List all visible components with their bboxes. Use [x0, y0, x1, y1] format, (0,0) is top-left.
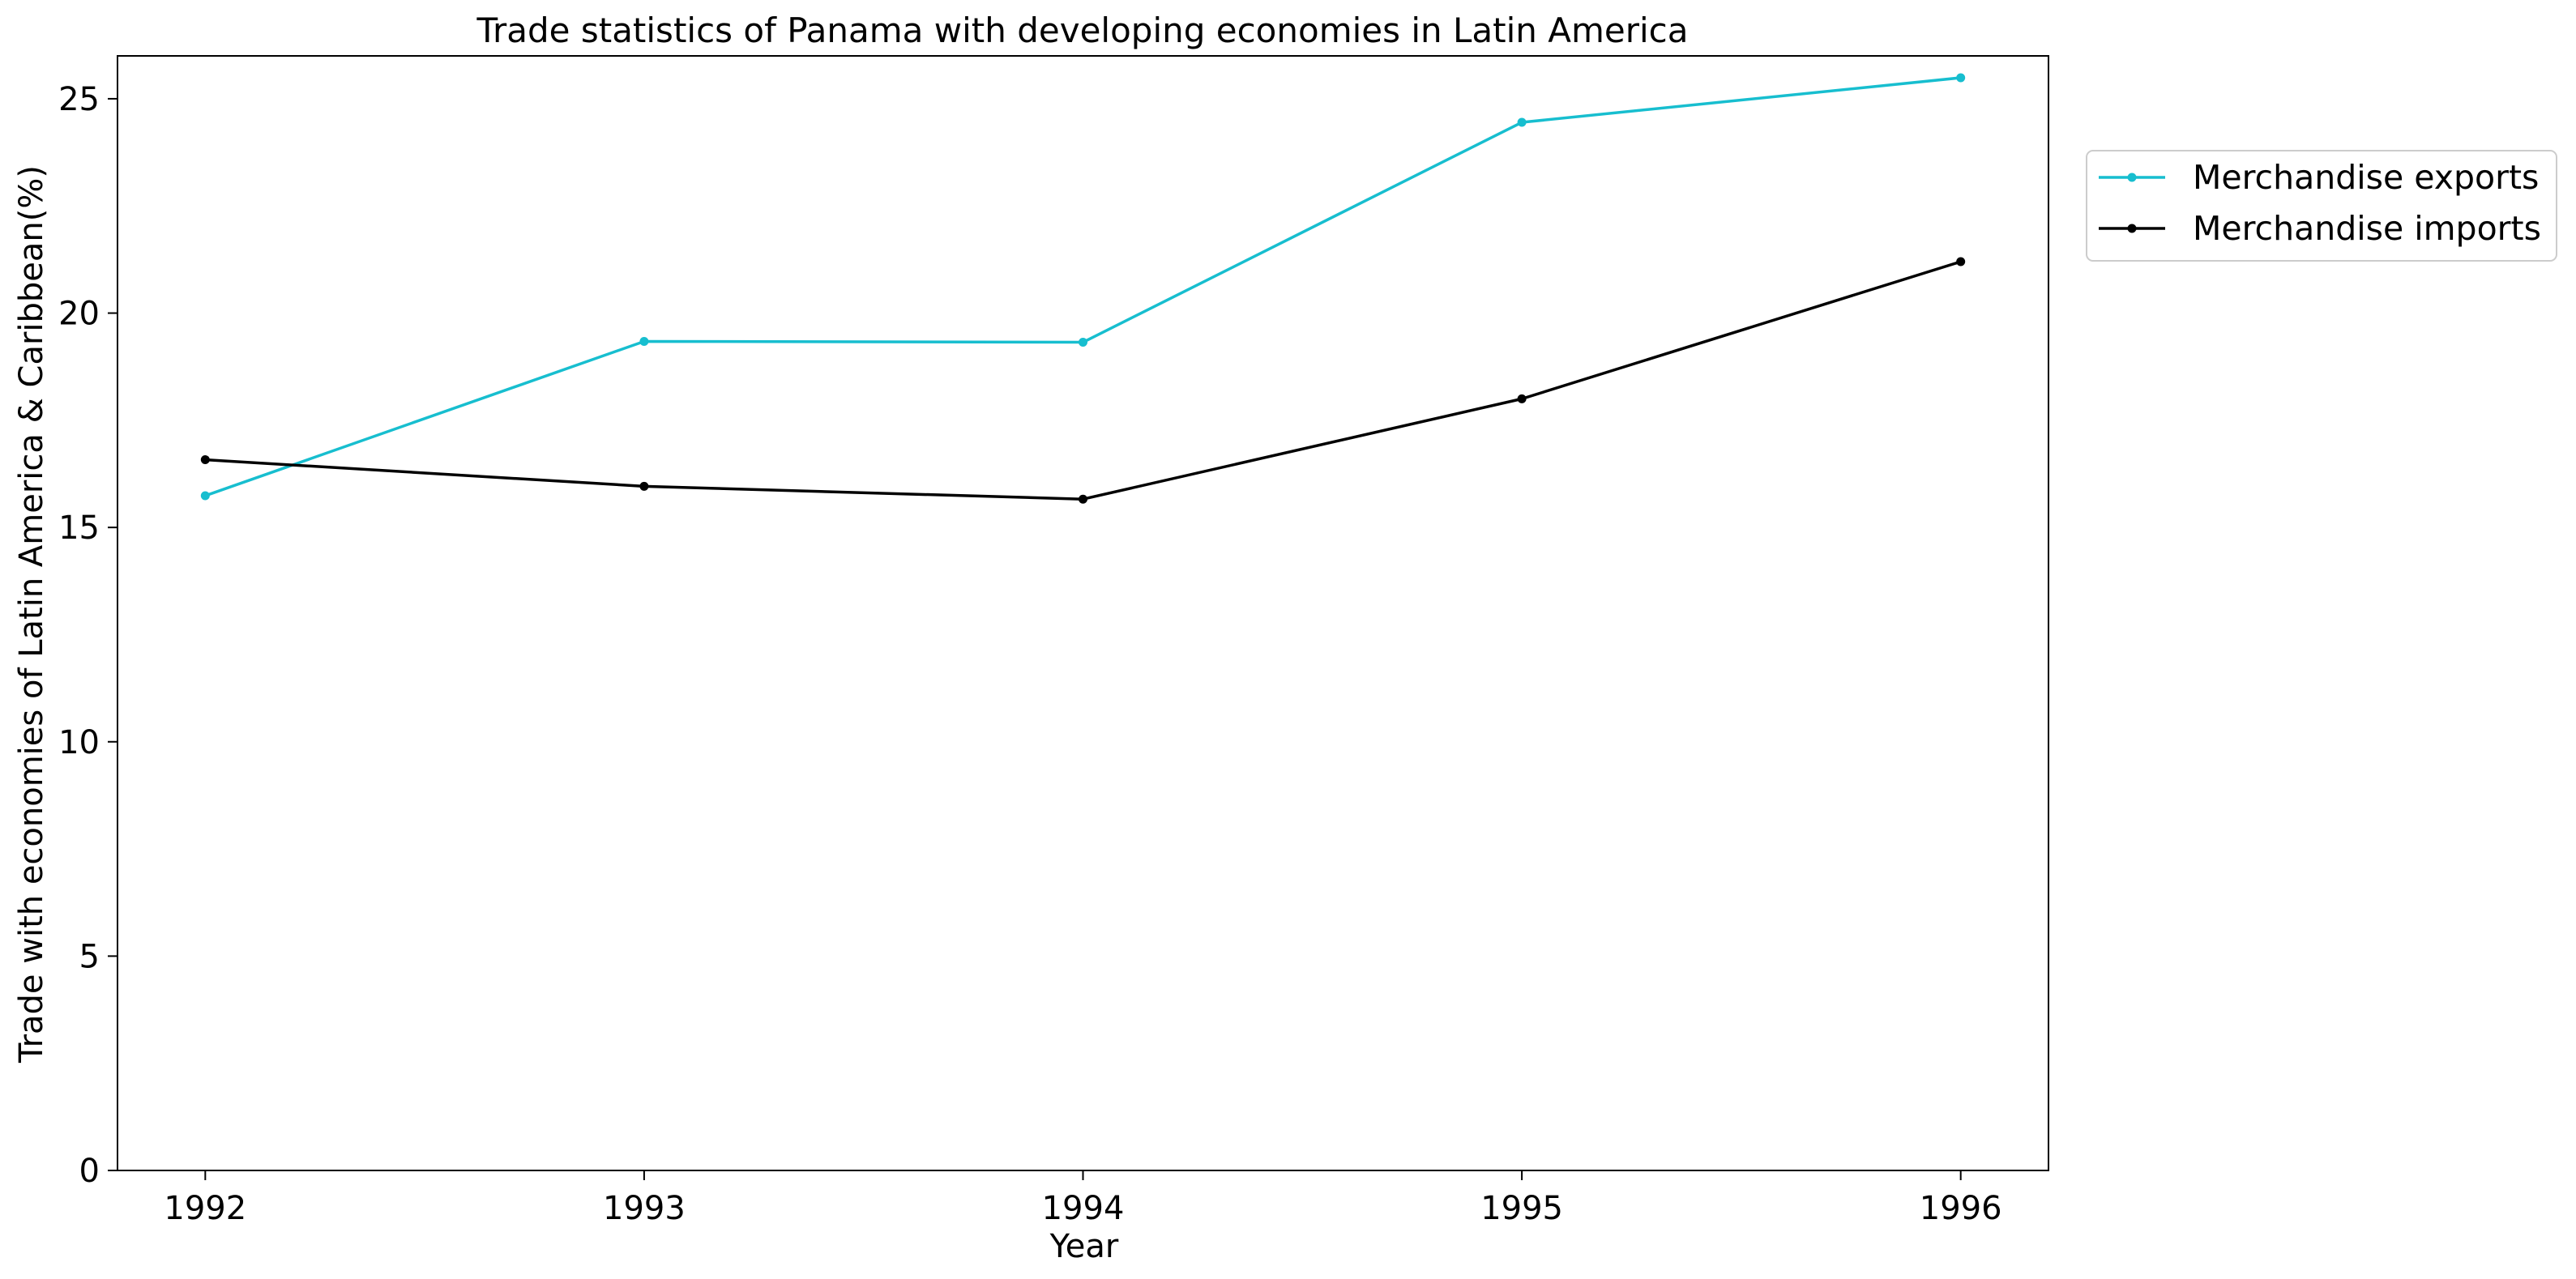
- y-tick-label: 5: [79, 938, 100, 975]
- x-tick-label: 1993: [603, 1190, 686, 1227]
- data-point-merchandise-imports: [1079, 494, 1087, 504]
- legend-item-merchandise-imports: Merchandise imports: [2099, 209, 2541, 248]
- data-point-merchandise-imports: [1517, 394, 1527, 403]
- y-axis-title: Trade with economies of Latin America & …: [13, 165, 50, 1064]
- chart-title: Trade statistics of Panama with developi…: [476, 11, 1689, 50]
- data-point-merchandise-imports: [639, 481, 649, 491]
- x-tick-label: 1995: [1480, 1190, 1563, 1227]
- data-point-merchandise-exports: [1517, 117, 1527, 127]
- data-point-merchandise-exports: [1956, 73, 1966, 83]
- legend-swatch-marker: [2127, 173, 2137, 182]
- data-point-merchandise-exports: [200, 491, 210, 501]
- x-tick-label: 1996: [1920, 1190, 2002, 1227]
- data-point-merchandise-exports: [639, 336, 649, 346]
- data-point-merchandise-exports: [1079, 338, 1087, 347]
- legend-swatch-marker: [2127, 224, 2137, 233]
- series-layer: [200, 73, 1966, 504]
- legend-label: Merchandise exports: [2193, 158, 2539, 197]
- y-tick-label: 25: [58, 81, 100, 118]
- legend: Merchandise exports Merchandise imports: [2086, 150, 2557, 262]
- y-tick-label: 15: [58, 509, 100, 547]
- legend-items: Merchandise exports Merchandise imports: [2099, 158, 2541, 248]
- y-axis: 0 5 10 15 20 25: [58, 81, 117, 1190]
- x-axis-title: Year: [1049, 1228, 1119, 1265]
- x-tick-label: 1992: [164, 1190, 246, 1227]
- x-tick-label: 1994: [1042, 1190, 1125, 1227]
- x-axis: 1992 1993 1994 1995 1996: [164, 1170, 2002, 1227]
- y-tick-label: 10: [58, 724, 100, 761]
- data-point-merchandise-imports: [200, 455, 210, 465]
- legend-frame: [2086, 150, 2557, 262]
- y-tick-label: 0: [79, 1153, 100, 1190]
- legend-label: Merchandise imports: [2193, 209, 2541, 248]
- y-tick-label: 20: [58, 296, 100, 333]
- legend-item-merchandise-exports: Merchandise exports: [2099, 158, 2539, 197]
- data-point-merchandise-imports: [1956, 257, 1966, 266]
- plot-area: 0 5 10 15 20 25 1992 1993 1994 1995 1996: [58, 55, 2049, 1227]
